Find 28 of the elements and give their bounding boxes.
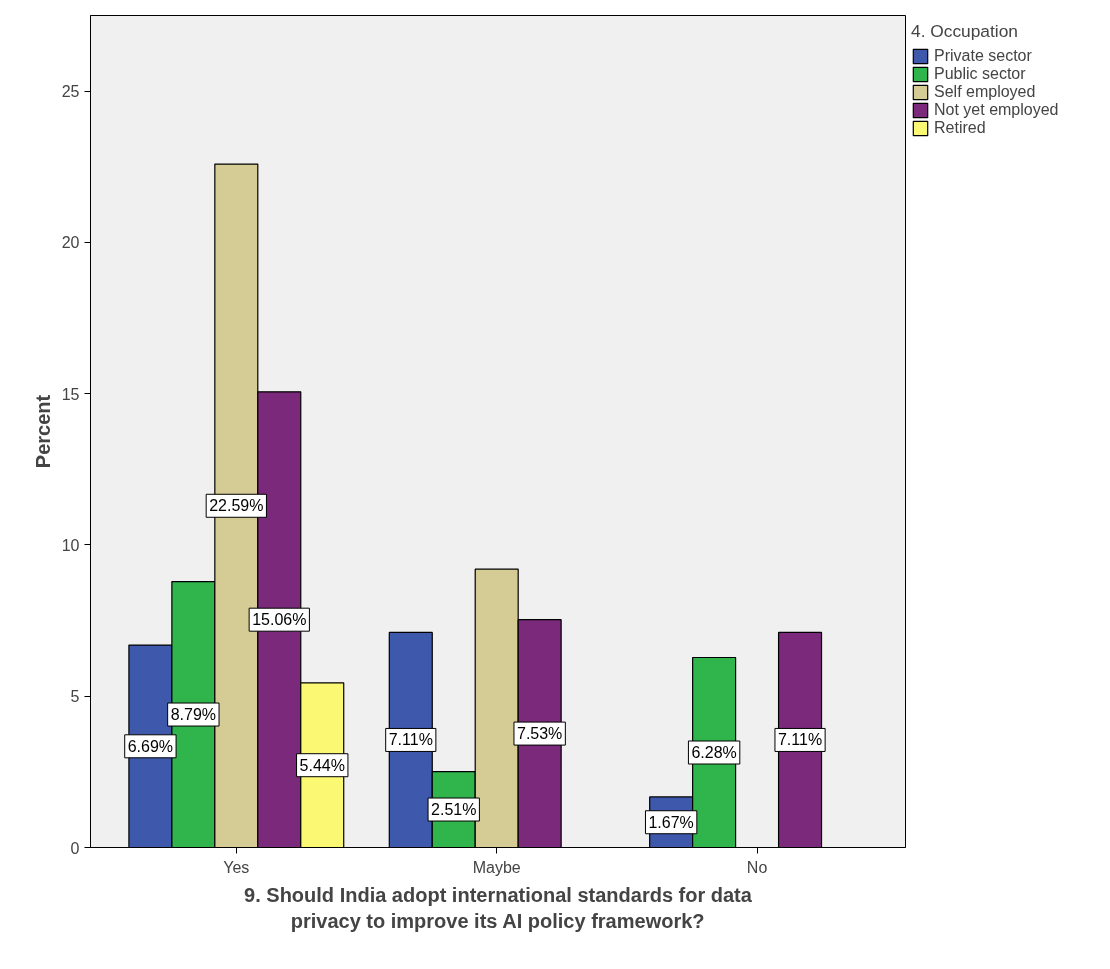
y-tick-label: 25 (61, 83, 80, 101)
legend-label: Private sector (934, 47, 1032, 65)
x-tick-label: Yes (223, 858, 250, 876)
legend-title: 4. Occupation (911, 21, 1019, 42)
data-label: 6.28% (691, 744, 737, 761)
y-tick-label: 0 (70, 839, 80, 857)
data-label: 7.11% (388, 731, 433, 749)
x-tick-label: No (746, 858, 768, 876)
data-label: 22.59% (209, 497, 264, 515)
data-label: 15.06% (252, 611, 307, 629)
legend-label: Public sector (934, 65, 1026, 83)
y-tick-label: 10 (61, 536, 80, 554)
data-label: 7.53% (516, 725, 563, 743)
x-tick-label: Maybe (472, 858, 521, 876)
data-label: 6.69% (127, 737, 174, 755)
legend-label: Self employed (934, 83, 1036, 101)
data-label: 7.11% (777, 731, 823, 749)
data-label: 5.44% (299, 756, 345, 774)
legend-label: Retired (934, 119, 986, 137)
y-tick-label: 5 (70, 688, 80, 706)
y-axis-title: Percent (31, 394, 54, 469)
y-tick-label: 20 (61, 234, 80, 252)
x-axis-title: 9. Should India adopt international standards for data privacy to improve its AI policy framework? (244, 883, 753, 932)
data-label: 2.51% (431, 801, 477, 819)
data-label: 1.67% (648, 813, 694, 831)
legend-label: Not yet employed (934, 101, 1059, 119)
data-label: 8.79% (170, 706, 217, 724)
y-tick-label: 15 (61, 385, 80, 403)
